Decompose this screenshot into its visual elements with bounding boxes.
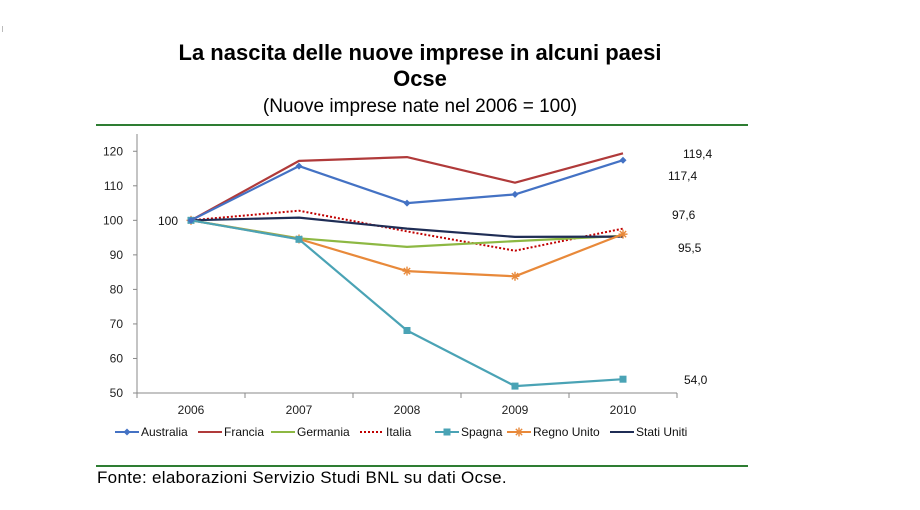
series-line-spagna	[190, 219, 624, 388]
legend-marker-australia	[123, 428, 131, 436]
point-spagna-2010	[619, 375, 627, 383]
y-tick-label: 80	[110, 282, 124, 296]
x-tick-label: 2009	[502, 403, 529, 417]
series-line-germania	[190, 219, 624, 248]
chart-series	[186, 152, 628, 390]
chart-title-line-1: La nascita delle nuove imprese in alcuni…	[178, 40, 662, 65]
y-tick-label: 70	[110, 317, 124, 331]
x-tick-label: 2008	[394, 403, 421, 417]
legend-label-stati-uniti: Stati Uniti	[636, 425, 687, 439]
y-tick-label: 120	[103, 144, 123, 158]
legend-marker-regno-unito	[514, 427, 524, 437]
y-tick-label: 50	[110, 386, 124, 400]
legend-label-regno-unito: Regno Unito	[533, 425, 600, 439]
y-tick-label: 60	[110, 351, 124, 365]
series-line-italia	[190, 209, 624, 252]
series-line-francia	[190, 152, 624, 222]
legend-label-italia: Italia	[386, 425, 412, 439]
data-label-spagna-2010: 54,0	[684, 373, 708, 387]
chart-data-labels: 100 119,4 117,4 97,6 95,5 54,0	[158, 147, 712, 387]
point-australia-2006	[187, 216, 195, 224]
data-label-germania-2010: 95,5	[678, 241, 702, 255]
point-regno-unito-2009	[510, 271, 520, 281]
top-rule	[96, 124, 748, 126]
source-note: Fonte: elaborazioni Servizio Studi BNL s…	[97, 468, 507, 487]
point-australia-2007	[295, 162, 303, 170]
point-spagna-2007	[295, 235, 303, 243]
y-tick-label: 100	[103, 213, 123, 227]
chart-legend: Australia Francia Germania Italia Spagna Regn…	[115, 425, 687, 439]
legend-label-australia: Australia	[141, 425, 188, 439]
data-label-francia-2010: 119,4	[683, 147, 712, 161]
legend-label-francia: Francia	[224, 425, 264, 439]
legend-label-spagna: Spagna	[461, 425, 503, 439]
legend-label-germania: Germania	[297, 425, 350, 439]
data-label-australia-2010: 117,4	[668, 169, 697, 183]
point-spagna-2009	[511, 382, 519, 390]
point-australia-2008	[403, 199, 411, 207]
x-tick-label: 2007	[286, 403, 313, 417]
margin-mark	[2, 26, 3, 32]
x-tick-label: 2010	[610, 403, 637, 417]
point-australia-2009	[511, 190, 519, 198]
y-tick-label: 90	[110, 248, 124, 262]
bottom-rule	[96, 465, 748, 467]
point-regno-unito-2010	[618, 229, 628, 239]
point-australia-2010	[619, 156, 627, 164]
data-label-2006-base: 100	[158, 214, 178, 228]
series-line-stati-uniti	[190, 216, 624, 238]
x-tick-label: 2006	[178, 403, 205, 417]
chart-subtitle: (Nuove imprese nate nel 2006 = 100)	[262, 96, 578, 117]
chart-title-line-2: Ocse	[393, 66, 447, 91]
data-label-italia-2010: 97,6	[672, 208, 696, 222]
point-regno-unito-2008	[402, 266, 412, 276]
y-tick-label: 110	[104, 179, 123, 193]
legend-marker-spagna	[443, 428, 451, 436]
point-spagna-2008	[403, 326, 411, 334]
series-line-australia	[190, 159, 624, 222]
chart-axes: 50 60 70 80 90 100 110 120 2006 2007 2008 2009 2010	[103, 134, 678, 417]
